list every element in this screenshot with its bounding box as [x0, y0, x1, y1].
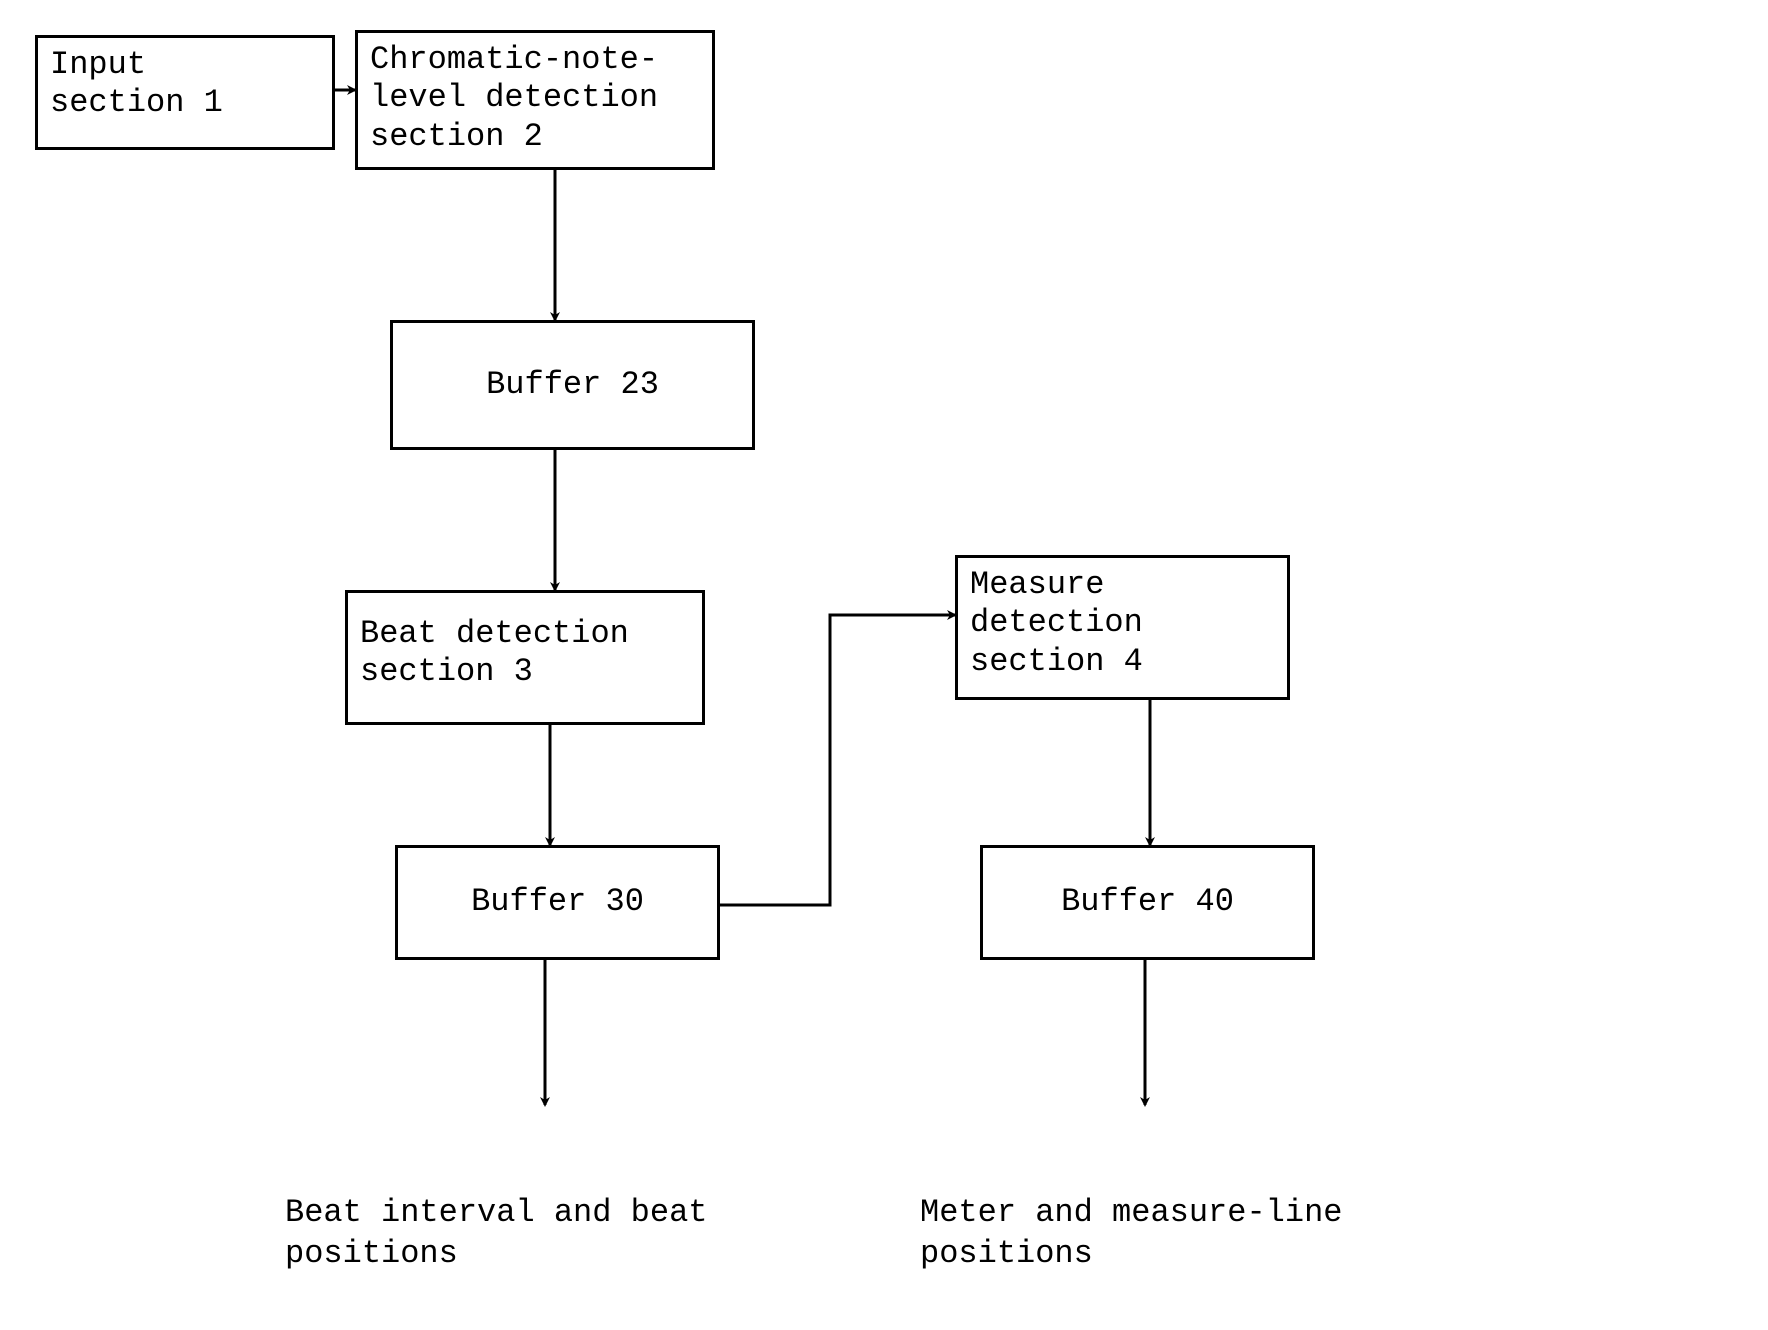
node-label: Measure detection section 4	[970, 566, 1143, 681]
node-label: Buffer 23	[486, 366, 659, 404]
node-buffer40: Buffer 40	[980, 845, 1315, 960]
node-label: Buffer 40	[1061, 883, 1234, 921]
edges-layer	[0, 0, 1768, 1330]
edge-buffer30-measure	[720, 615, 955, 905]
node-buffer23: Buffer 23	[390, 320, 755, 450]
output-beat: Beat interval and beat positions	[285, 1150, 707, 1275]
node-beat: Beat detection section 3	[345, 590, 705, 725]
node-label: Input section 1	[50, 46, 223, 123]
node-label: Chromatic-note- level detection section …	[370, 41, 658, 156]
output-label-text: Meter and measure-line positions	[920, 1194, 1342, 1273]
node-buffer30: Buffer 30	[395, 845, 720, 960]
output-label-text: Beat interval and beat positions	[285, 1194, 707, 1273]
node-label: Buffer 30	[471, 883, 644, 921]
node-measure: Measure detection section 4	[955, 555, 1290, 700]
node-chromatic: Chromatic-note- level detection section …	[355, 30, 715, 170]
output-measure: Meter and measure-line positions	[920, 1150, 1342, 1275]
node-label: Beat detection section 3	[360, 615, 629, 692]
node-input: Input section 1	[35, 35, 335, 150]
